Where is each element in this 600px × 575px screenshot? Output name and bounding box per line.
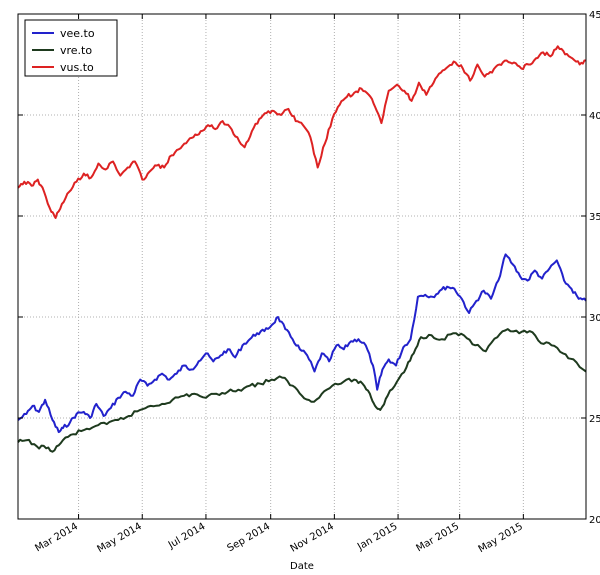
- series-line-vus-to: [17, 45, 586, 219]
- x-axis-title: Date: [290, 561, 314, 572]
- grid-lines: [18, 14, 586, 519]
- y-tick-label: 30: [589, 313, 600, 324]
- y-tick-label: 45: [589, 10, 600, 21]
- series-lines: [17, 45, 587, 453]
- series-line-vee-to: [17, 253, 587, 434]
- plot-area-frame: [17, 13, 587, 520]
- y-tick-label: 40: [589, 111, 600, 122]
- y-tick-label: 35: [589, 212, 600, 223]
- legend-label: vee.to: [60, 27, 95, 40]
- y-tick-label: 25: [589, 414, 600, 425]
- y-tick-label: 20: [589, 515, 600, 526]
- legend-label: vus.to: [60, 61, 94, 74]
- legend-entries: vee.to vre.to vus.to: [32, 27, 95, 74]
- series-line-vre-to: [17, 328, 587, 453]
- legend: vee.to vre.to vus.to: [24, 19, 118, 77]
- legend-label: vre.to: [60, 44, 92, 57]
